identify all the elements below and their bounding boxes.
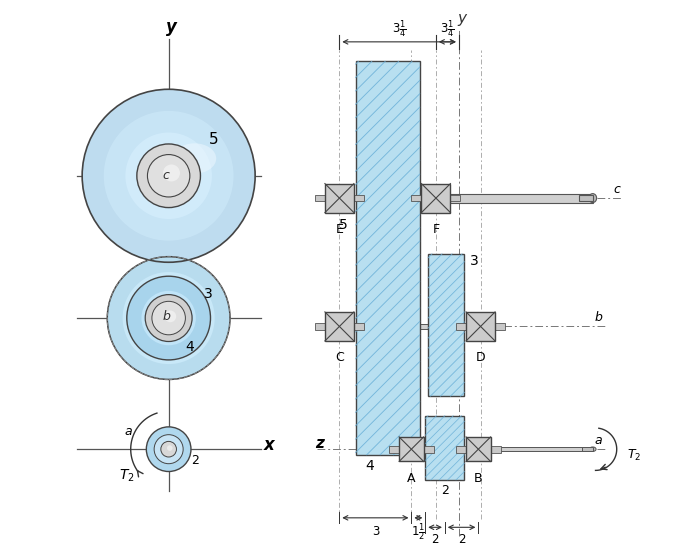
Text: 2: 2: [192, 454, 199, 467]
Text: 2: 2: [441, 484, 449, 497]
Bar: [582, 448, 593, 451]
Bar: [399, 437, 423, 461]
Ellipse shape: [125, 132, 212, 219]
Ellipse shape: [143, 150, 195, 201]
Ellipse shape: [145, 295, 192, 341]
Text: 2: 2: [458, 533, 466, 546]
Ellipse shape: [136, 144, 200, 208]
Text: 4: 4: [365, 459, 374, 473]
Text: b: b: [163, 310, 171, 324]
Ellipse shape: [104, 111, 234, 240]
Text: B: B: [474, 472, 483, 484]
Ellipse shape: [173, 143, 216, 174]
Text: a: a: [125, 425, 132, 438]
Ellipse shape: [154, 435, 183, 464]
Text: y: y: [166, 18, 177, 36]
Text: E: E: [335, 223, 343, 235]
Text: A: A: [407, 472, 416, 484]
Text: 5: 5: [209, 132, 218, 147]
Text: D: D: [476, 351, 485, 364]
Text: 3: 3: [204, 286, 213, 301]
Bar: [356, 61, 420, 455]
Bar: [424, 446, 434, 453]
Ellipse shape: [148, 155, 190, 197]
Bar: [389, 446, 399, 453]
Ellipse shape: [141, 291, 196, 345]
Ellipse shape: [155, 163, 181, 189]
Ellipse shape: [154, 435, 183, 464]
Ellipse shape: [127, 276, 211, 360]
Text: F: F: [433, 223, 440, 235]
Text: 4: 4: [186, 340, 194, 354]
Bar: [466, 437, 491, 461]
Text: $1\frac{1}{2}$: $1\frac{1}{2}$: [411, 521, 426, 542]
Text: $3\frac{1}{4}$: $3\frac{1}{4}$: [440, 19, 455, 40]
Ellipse shape: [82, 89, 255, 262]
Ellipse shape: [161, 441, 176, 457]
Bar: [579, 195, 593, 201]
Text: $T_2$: $T_2$: [119, 468, 135, 484]
Bar: [412, 195, 421, 201]
Ellipse shape: [589, 447, 596, 451]
Text: z: z: [315, 436, 323, 451]
Bar: [401, 447, 593, 451]
Bar: [491, 446, 500, 453]
Text: a: a: [594, 434, 602, 446]
Text: b: b: [594, 311, 602, 324]
Text: 2: 2: [431, 533, 439, 546]
Bar: [426, 416, 464, 480]
Text: 5: 5: [339, 218, 347, 232]
Text: c: c: [162, 169, 169, 182]
Text: x: x: [263, 436, 274, 454]
Bar: [315, 195, 325, 201]
Bar: [450, 194, 593, 203]
Bar: [354, 195, 364, 201]
Text: $T_2$: $T_2$: [627, 448, 642, 463]
Ellipse shape: [167, 445, 173, 451]
Bar: [450, 195, 461, 201]
Ellipse shape: [122, 272, 215, 364]
Bar: [456, 446, 466, 453]
Bar: [456, 323, 466, 330]
Bar: [330, 324, 491, 329]
Ellipse shape: [138, 287, 200, 349]
Ellipse shape: [163, 165, 180, 181]
Ellipse shape: [146, 427, 191, 472]
Bar: [315, 323, 325, 330]
Ellipse shape: [164, 310, 176, 323]
Bar: [325, 312, 354, 341]
Text: $3\frac{1}{4}$: $3\frac{1}{4}$: [392, 19, 407, 40]
Text: C: C: [335, 351, 344, 364]
Bar: [495, 323, 505, 330]
Bar: [466, 312, 495, 341]
Ellipse shape: [589, 194, 596, 203]
Text: 3: 3: [470, 254, 479, 268]
Bar: [421, 184, 450, 213]
Ellipse shape: [107, 257, 230, 379]
Ellipse shape: [152, 301, 186, 335]
Text: c: c: [614, 182, 621, 195]
Bar: [428, 254, 464, 396]
Bar: [354, 323, 364, 330]
Bar: [325, 184, 354, 213]
Text: 3: 3: [372, 525, 379, 538]
Text: y: y: [457, 11, 466, 26]
